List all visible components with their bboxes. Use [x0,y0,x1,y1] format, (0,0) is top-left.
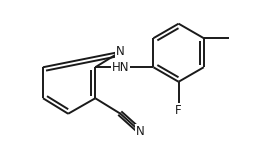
Text: N: N [136,125,144,138]
Text: F: F [175,104,182,117]
Text: HN: HN [112,61,129,74]
Text: N: N [116,45,125,58]
